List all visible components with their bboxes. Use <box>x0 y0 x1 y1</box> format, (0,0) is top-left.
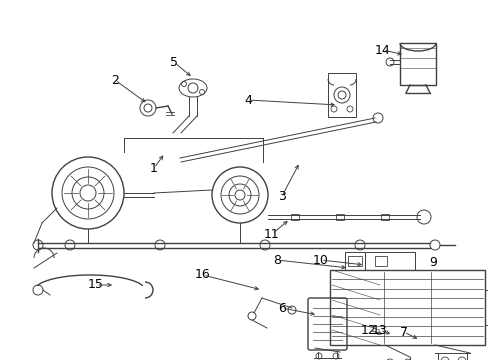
Bar <box>329 270 484 345</box>
Text: 5: 5 <box>170 55 178 68</box>
Text: 7: 7 <box>399 325 407 338</box>
Text: 6: 6 <box>278 302 285 315</box>
Text: 12: 12 <box>360 324 376 337</box>
Bar <box>345 252 364 270</box>
Text: 1: 1 <box>150 162 158 175</box>
Text: 10: 10 <box>312 253 328 266</box>
Text: 9: 9 <box>428 256 436 269</box>
Text: 2: 2 <box>111 73 119 86</box>
Text: 13: 13 <box>371 324 387 337</box>
Text: 3: 3 <box>278 189 285 202</box>
Text: 15: 15 <box>88 279 104 292</box>
Bar <box>347 256 361 266</box>
Bar <box>364 252 414 270</box>
Text: 8: 8 <box>272 253 281 266</box>
Text: 11: 11 <box>264 228 279 240</box>
Bar <box>335 214 343 220</box>
Bar <box>290 214 298 220</box>
Text: 16: 16 <box>195 269 210 282</box>
Text: 14: 14 <box>374 44 390 57</box>
Bar <box>374 256 386 266</box>
Text: 4: 4 <box>244 94 251 107</box>
Bar <box>380 214 388 220</box>
